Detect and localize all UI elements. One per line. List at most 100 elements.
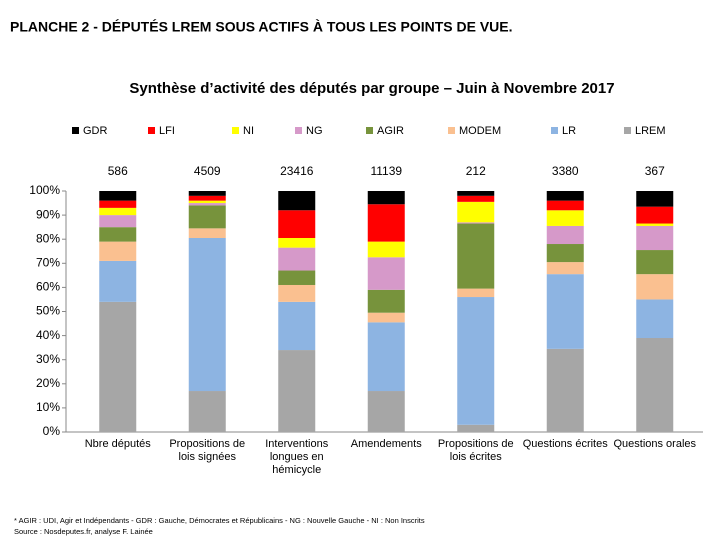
bar-segment [636,191,674,207]
y-tick-label: 30% [36,352,60,366]
bar-segment [457,424,495,432]
bar-segment [636,250,674,275]
bar-segment [546,262,584,275]
legend-label: LFI [159,125,175,137]
bar-segment [367,391,405,432]
bar-segment [278,191,316,211]
legend-swatch [148,127,155,134]
chart-title: Synthèse d’activité des députés par grou… [129,80,614,97]
bar-segment [188,237,226,392]
bar-segment [367,289,405,313]
bar-segment [278,270,316,285]
bar-segment [278,284,316,302]
bar-segment [188,200,226,204]
footnote: Source : Nosdeputes.fr, analyse F. Lainé… [14,527,153,536]
y-tick-label: 20% [36,376,60,390]
bar-segment [457,297,495,425]
legend-swatch [448,127,455,134]
legend-label: GDR [83,125,108,137]
bar-segment [99,241,137,261]
bar-segment [546,348,584,432]
bar-segment [636,223,674,226]
y-tick-label: 80% [36,231,60,245]
bar-segment [546,191,584,201]
bar-segment [367,191,405,205]
bar-segment [188,203,226,206]
bar-segment [99,260,137,302]
total-label: 3380 [552,164,579,178]
legend-label: NI [243,125,254,137]
bar-segment [457,191,495,196]
x-tick-label: Propositions de lois signées [169,438,246,463]
bar-segment [278,350,316,432]
bar-segment [99,301,137,432]
legend-label: LR [562,125,576,137]
bar-segment [99,191,137,201]
total-label: 212 [466,164,486,178]
legend-label: MODEM [459,125,501,137]
bar-segment [636,225,674,251]
bar-segment [99,207,137,216]
y-tick-label: 100% [29,183,60,197]
total-label: 367 [645,164,665,178]
bar-segment [546,274,584,349]
bar-segment [367,312,405,323]
x-tick-label: Propositions de lois écrites [437,438,514,463]
bar-segment [546,244,584,263]
legend-label: LREM [635,125,666,137]
bar-segment [278,247,316,271]
x-tick-label: Nbre députés [84,438,151,450]
bar-segment [367,322,405,392]
bar-segment [278,237,316,248]
bar-segment [457,195,495,202]
legend-swatch [295,127,302,134]
legend-swatch [624,127,631,134]
x-tick-label: Amendements [350,438,422,450]
bar-segment [188,391,226,432]
y-tick-label: 10% [36,400,60,414]
bar-segment [367,204,405,242]
bar-segment [457,222,495,224]
total-label: 586 [108,164,128,178]
bar-segment [636,206,674,224]
bar-segment [367,241,405,258]
bar-segment [188,195,226,201]
page-title: PLANCHE 2 - DÉPUTÉS LREM SOUS ACTIFS À T… [10,19,513,35]
total-label: 23416 [280,164,314,178]
bar-segment [188,205,226,229]
legend-swatch [72,127,79,134]
bar-segment [457,288,495,298]
bar-segment [546,210,584,226]
legend-swatch [232,127,239,134]
bar-segment [636,274,674,300]
y-tick-label: 90% [36,207,60,221]
legend-swatch [551,127,558,134]
legend-label: AGIR [377,125,404,137]
bar-segment [278,210,316,238]
bar-segment [457,201,495,223]
bar-segment [546,225,584,245]
legend-label: NG [306,125,323,137]
footnote: * AGIR : UDI, Agir et Indépendants - GDR… [14,516,425,525]
y-tick-label: 0% [43,424,61,438]
bar-segment [99,200,137,208]
x-tick-label: Questions orales [613,438,697,450]
bar-segment [367,257,405,290]
total-label: 4509 [194,164,221,178]
bar-segment [188,191,226,196]
bar-segment [99,215,137,228]
y-tick-label: 40% [36,328,60,342]
bar-segment [457,223,495,289]
bar-segment [188,228,226,238]
bar-segment [99,227,137,242]
bar-segment [636,299,674,339]
bar-segment [546,200,584,211]
legend-swatch [366,127,373,134]
x-tick-label: Questions écrites [522,438,608,450]
total-label: 11139 [370,164,402,178]
y-tick-label: 70% [36,255,60,269]
x-tick-label: Interventions longues en hémicycle [265,438,329,476]
y-tick-label: 50% [36,304,60,318]
